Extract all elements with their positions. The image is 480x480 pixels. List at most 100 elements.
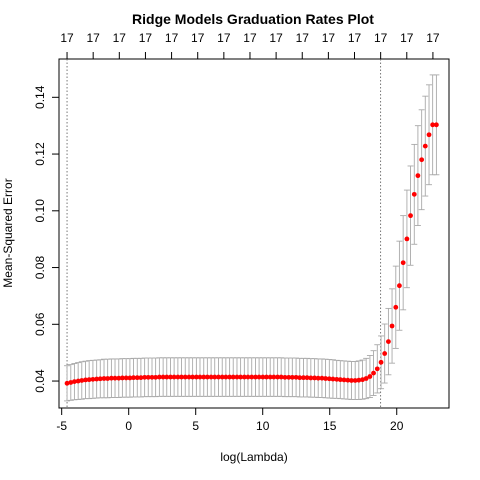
data-point bbox=[119, 375, 125, 381]
data-point bbox=[68, 380, 74, 385]
top-tick-label: 17 bbox=[60, 31, 74, 45]
data-point bbox=[352, 378, 358, 383]
reference-lines bbox=[66, 59, 382, 408]
data-point bbox=[116, 375, 122, 381]
data-point bbox=[86, 377, 92, 383]
data-point bbox=[278, 374, 284, 380]
data-point bbox=[360, 377, 365, 383]
data-point bbox=[319, 375, 325, 381]
data-point bbox=[301, 375, 306, 381]
top-tick-label: 17 bbox=[374, 31, 388, 45]
data-point bbox=[282, 374, 288, 380]
data-point bbox=[149, 374, 155, 380]
data-point bbox=[426, 132, 432, 138]
data-point bbox=[271, 374, 277, 380]
data-point bbox=[241, 374, 247, 380]
data-point bbox=[171, 374, 177, 380]
data-point bbox=[97, 376, 103, 382]
data-point bbox=[253, 374, 258, 380]
data-point bbox=[127, 375, 133, 381]
top-tick-label: 17 bbox=[86, 31, 100, 45]
data-point bbox=[179, 374, 184, 380]
top-tick-label: 17 bbox=[400, 31, 414, 45]
data-point bbox=[293, 374, 299, 380]
data-point bbox=[138, 375, 144, 381]
x-tick-label: 0 bbox=[125, 419, 132, 433]
data-point bbox=[397, 283, 402, 289]
data-point bbox=[160, 374, 166, 380]
data-point bbox=[204, 374, 210, 380]
data-point bbox=[389, 323, 395, 329]
data-points bbox=[64, 122, 439, 386]
data-point bbox=[419, 157, 425, 163]
data-point bbox=[334, 376, 340, 382]
data-point bbox=[109, 375, 114, 381]
data-point bbox=[411, 191, 417, 197]
data-point bbox=[145, 374, 151, 380]
y-tick-label: 0.06 bbox=[33, 312, 47, 336]
data-point bbox=[219, 374, 225, 380]
top-tick-label: 17 bbox=[113, 31, 127, 45]
data-point bbox=[356, 377, 362, 383]
data-point bbox=[134, 375, 140, 381]
data-point bbox=[227, 374, 233, 380]
y-tick-label: 0.10 bbox=[33, 199, 47, 223]
data-point bbox=[175, 374, 181, 380]
data-point bbox=[374, 366, 380, 372]
chart-title: Ridge Models Graduation Rates Plot bbox=[132, 11, 374, 27]
data-point bbox=[326, 376, 332, 382]
data-point bbox=[363, 376, 369, 381]
data-point bbox=[94, 376, 100, 382]
top-tick-label: 17 bbox=[139, 31, 153, 45]
data-point bbox=[245, 374, 251, 380]
data-point bbox=[415, 173, 421, 179]
data-point bbox=[208, 374, 214, 380]
data-point bbox=[386, 339, 391, 345]
y-axis: 0.04 0.06 0.08 0.10 0.12 0.14 bbox=[33, 85, 60, 393]
data-point bbox=[156, 374, 162, 380]
x-tick-label: 10 bbox=[256, 419, 270, 433]
data-point bbox=[216, 374, 221, 380]
top-axis: 17 17 17 17 17 17 17 17 17 17 17 17 17 17 17 bbox=[60, 31, 440, 60]
data-point bbox=[153, 374, 159, 380]
top-tick-label: 17 bbox=[296, 31, 310, 45]
data-point bbox=[123, 375, 129, 381]
x-tick-label: -5 bbox=[56, 419, 67, 433]
data-point bbox=[234, 374, 240, 380]
data-point bbox=[142, 374, 148, 380]
data-point bbox=[323, 376, 328, 381]
top-tick-label: 17 bbox=[165, 31, 179, 45]
data-point bbox=[190, 374, 196, 380]
data-point bbox=[297, 375, 303, 381]
data-point bbox=[393, 304, 399, 310]
x-tick-label: 15 bbox=[323, 419, 337, 433]
data-point bbox=[308, 375, 314, 381]
data-point bbox=[75, 378, 81, 384]
data-point bbox=[238, 374, 243, 380]
data-point bbox=[260, 374, 266, 380]
top-tick-label: 17 bbox=[426, 31, 440, 45]
data-point bbox=[131, 375, 136, 381]
data-point bbox=[201, 374, 207, 380]
x-tick-label: 5 bbox=[192, 419, 199, 433]
data-point bbox=[193, 374, 199, 380]
data-point bbox=[367, 374, 373, 379]
data-point bbox=[90, 376, 96, 382]
x-tick-label: 20 bbox=[390, 419, 404, 433]
data-point bbox=[341, 377, 347, 383]
data-point bbox=[337, 377, 343, 383]
data-point bbox=[378, 359, 384, 365]
data-point bbox=[112, 375, 118, 381]
x-axis-label: log(Lambda) bbox=[220, 450, 287, 464]
data-point bbox=[83, 377, 88, 383]
data-point bbox=[330, 376, 336, 382]
data-point bbox=[289, 374, 295, 380]
top-tick-label: 17 bbox=[348, 31, 362, 45]
data-point bbox=[304, 375, 310, 381]
data-point bbox=[404, 236, 410, 242]
data-point bbox=[264, 374, 269, 380]
data-point bbox=[168, 374, 173, 380]
y-tick-label: 0.08 bbox=[33, 256, 47, 280]
data-point bbox=[371, 370, 376, 376]
